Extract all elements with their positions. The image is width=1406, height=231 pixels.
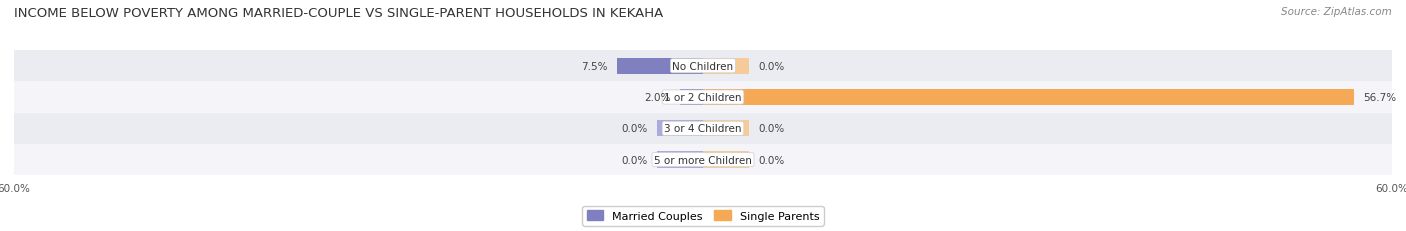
Text: 0.0%: 0.0% bbox=[621, 155, 648, 165]
Text: 1 or 2 Children: 1 or 2 Children bbox=[664, 93, 742, 103]
Bar bbox=[14, 51, 1392, 82]
Bar bbox=[14, 82, 1392, 113]
Text: 0.0%: 0.0% bbox=[758, 124, 785, 134]
Text: 0.0%: 0.0% bbox=[758, 155, 785, 165]
Text: Source: ZipAtlas.com: Source: ZipAtlas.com bbox=[1281, 7, 1392, 17]
Bar bbox=[681, 89, 703, 106]
Bar bbox=[703, 58, 749, 75]
Bar bbox=[703, 89, 1354, 106]
Text: 3 or 4 Children: 3 or 4 Children bbox=[664, 124, 742, 134]
Text: INCOME BELOW POVERTY AMONG MARRIED-COUPLE VS SINGLE-PARENT HOUSEHOLDS IN KEKAHA: INCOME BELOW POVERTY AMONG MARRIED-COUPL… bbox=[14, 7, 664, 20]
Bar bbox=[657, 121, 703, 137]
Text: 5 or more Children: 5 or more Children bbox=[654, 155, 752, 165]
Bar bbox=[617, 58, 703, 75]
Text: No Children: No Children bbox=[672, 61, 734, 71]
Bar bbox=[14, 144, 1392, 176]
Bar bbox=[703, 121, 749, 137]
Bar bbox=[14, 113, 1392, 144]
Text: 2.0%: 2.0% bbox=[644, 93, 671, 103]
Bar bbox=[703, 152, 749, 168]
Text: 7.5%: 7.5% bbox=[581, 61, 607, 71]
Text: 0.0%: 0.0% bbox=[758, 61, 785, 71]
Text: 0.0%: 0.0% bbox=[621, 124, 648, 134]
Legend: Married Couples, Single Parents: Married Couples, Single Parents bbox=[582, 206, 824, 225]
Text: 56.7%: 56.7% bbox=[1364, 93, 1396, 103]
Bar bbox=[657, 152, 703, 168]
